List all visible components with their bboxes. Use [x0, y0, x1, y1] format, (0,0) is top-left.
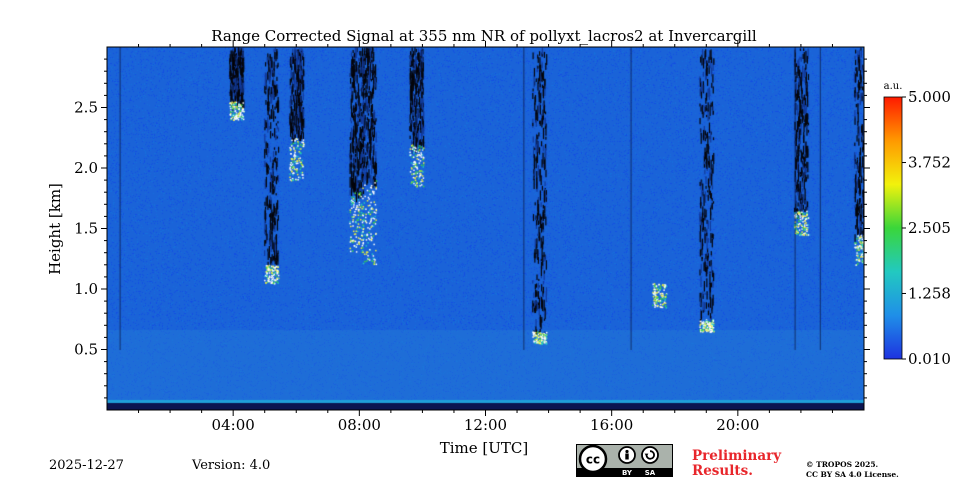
- license-line-2: CC BY SA 4.0 License.: [806, 470, 899, 479]
- colorbar-tick-label: 3.752: [908, 154, 951, 172]
- y-tick-label: 0.5: [74, 341, 98, 359]
- license-line-1: © TROPOS 2025.: [806, 460, 879, 469]
- cc-by-sa-badge: cc BY SA: [576, 444, 673, 477]
- preliminary-note: Preliminary Results.: [692, 449, 781, 479]
- badge-cc-text: cc: [586, 453, 600, 467]
- colorbar-ticks: 0.010 1.258 2.505 3.752 5.000: [902, 88, 951, 368]
- license-note: © TROPOS 2025. CC BY SA 4.0 License.: [806, 460, 899, 480]
- badge-by-text: BY: [622, 469, 633, 477]
- preliminary-line-2: Results.: [692, 463, 753, 479]
- y-axis-label: Height [km]: [46, 183, 64, 275]
- badge-sa-text: SA: [645, 469, 656, 477]
- sa-share-icon: [641, 446, 659, 464]
- x-tick-label: 12:00: [464, 416, 507, 434]
- colorbar-tick-label: 0.010: [908, 350, 951, 368]
- x-tick-label: 04:00: [212, 416, 255, 434]
- colorbar-tick-label: 1.258: [908, 284, 951, 302]
- by-person-icon: [618, 446, 636, 464]
- colorbar: a.u. 0.010 1.258 2.505 3.752 5.000: [883, 81, 951, 368]
- y-tick-label: 1.5: [74, 220, 98, 238]
- y-axis: 0.5 1.0 1.5 2.0 2.5: [74, 58, 870, 399]
- x-tick-label: 20:00: [716, 416, 759, 434]
- x-axis-label: Time [UTC]: [440, 439, 529, 457]
- cc-icon: cc: [578, 444, 608, 474]
- y-tick-label: 2.0: [74, 159, 98, 177]
- colorbar-unit: a.u.: [884, 81, 903, 92]
- footer-date: 2025-12-27: [49, 458, 124, 473]
- footer-version: Version: 4.0: [192, 458, 271, 473]
- x-tick-label: 08:00: [338, 416, 381, 434]
- x-axis: 04:00 08:00 12:00 16:00 20:00: [138, 41, 833, 434]
- colorbar-gradient: [883, 96, 903, 360]
- y-tick-label: 1.0: [74, 280, 98, 298]
- chart-title: Range Corrected Signal at 355 nm NR of p…: [211, 27, 757, 45]
- preliminary-line-1: Preliminary: [692, 448, 782, 464]
- plot-area: [107, 47, 864, 410]
- x-tick-label: 16:00: [590, 416, 633, 434]
- heatmap-image: [107, 47, 864, 410]
- colorbar-tick-label: 2.505: [908, 219, 951, 237]
- colorbar-tick-label: 5.000: [908, 88, 951, 106]
- y-tick-label: 2.5: [74, 99, 98, 117]
